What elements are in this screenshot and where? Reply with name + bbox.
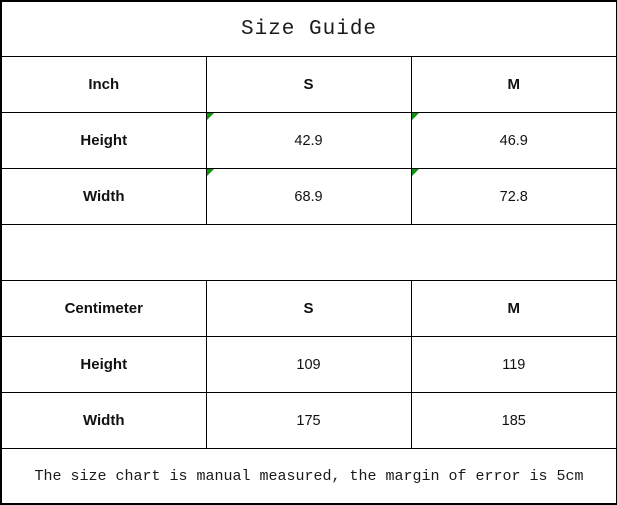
centimeter-height-s-value: 109: [296, 356, 321, 373]
centimeter-height-m-value: 119: [502, 356, 526, 373]
centimeter-width-s-cell: 175: [205, 392, 412, 449]
centimeter-width-s-value: 175: [296, 412, 321, 429]
footnote-text: The size chart is manual measured, the m…: [0, 448, 617, 505]
inch-width-label: Width: [0, 168, 207, 225]
footnote-row: The size chart is manual measured, the m…: [0, 448, 617, 505]
inch-height-row: Height 42.9 46.9: [0, 112, 617, 169]
green-corner-flag-icon: [412, 113, 419, 120]
inch-height-s-cell: 42.9: [205, 112, 412, 169]
green-corner-flag-icon: [412, 169, 419, 176]
centimeter-height-label: Height: [0, 336, 207, 393]
green-corner-flag-icon: [207, 169, 214, 176]
centimeter-height-m-cell: 119: [410, 336, 617, 393]
empty-cell: [0, 224, 617, 281]
inch-width-s-value: 68.9: [294, 188, 323, 205]
spacer-row: [0, 224, 617, 281]
centimeter-width-label: Width: [0, 392, 207, 449]
title-row: Size Guide: [0, 0, 617, 57]
centimeter-width-m-value: 185: [501, 412, 526, 429]
inch-width-m-cell: 72.8: [410, 168, 617, 225]
centimeter-col-header-m: M: [410, 280, 617, 337]
inch-width-s-cell: 68.9: [205, 168, 412, 225]
centimeter-height-s-cell: 109: [205, 336, 412, 393]
green-corner-flag-icon: [207, 113, 214, 120]
inch-header-row: Inch S M: [0, 56, 617, 113]
inch-col-header-s: S: [205, 56, 412, 113]
centimeter-header-row: Centimeter S M: [0, 280, 617, 337]
centimeter-col-header-s: S: [205, 280, 412, 337]
inch-height-m-cell: 46.9: [410, 112, 617, 169]
inch-width-m-value: 72.8: [499, 188, 528, 205]
inch-col-header-m: M: [410, 56, 617, 113]
page-title: Size Guide: [0, 0, 617, 57]
inch-width-row: Width 68.9 72.8: [0, 168, 617, 225]
centimeter-height-row: Height 109 119: [0, 336, 617, 393]
centimeter-width-m-cell: 185: [410, 392, 617, 449]
unit-header-inch: Inch: [0, 56, 207, 113]
inch-height-s-value: 42.9: [294, 132, 323, 149]
inch-height-m-value: 46.9: [499, 132, 528, 149]
centimeter-width-row: Width 175 185: [0, 392, 617, 449]
inch-height-label: Height: [0, 112, 207, 169]
unit-header-centimeter: Centimeter: [0, 280, 207, 337]
